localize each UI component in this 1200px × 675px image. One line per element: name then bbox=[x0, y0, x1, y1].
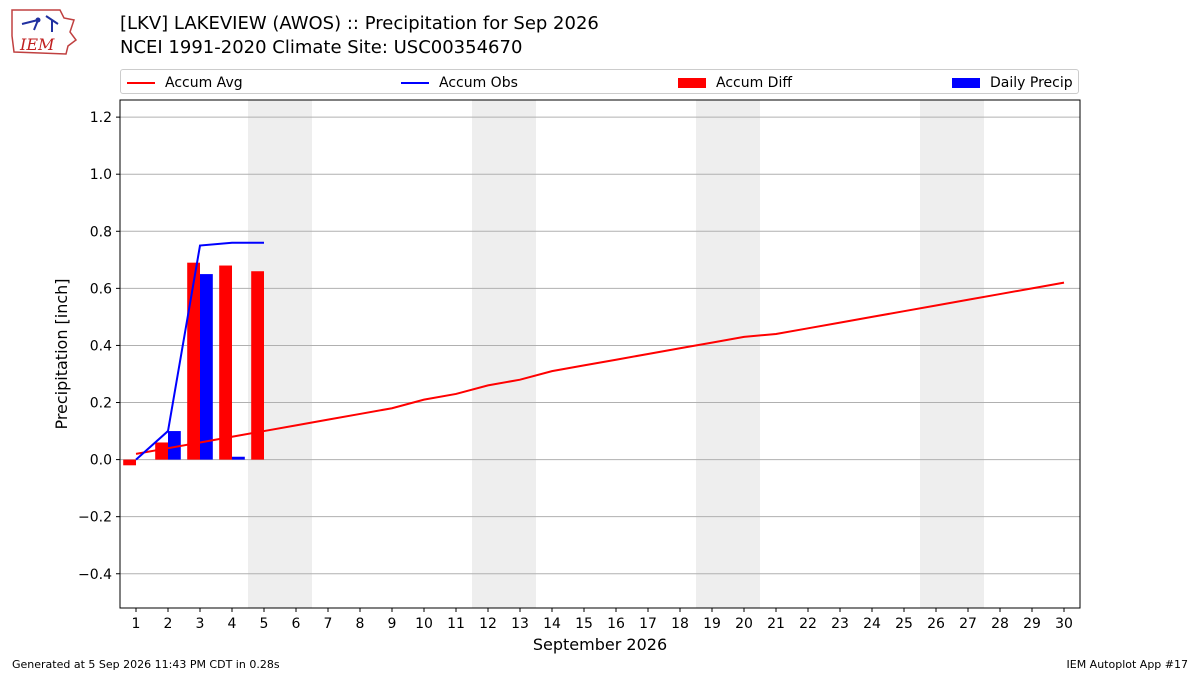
daily-precip-bar bbox=[200, 274, 213, 460]
x-tick-label: 23 bbox=[831, 616, 849, 632]
accum-obs-line bbox=[135, 241, 264, 461]
legend-label: Accum Avg bbox=[165, 74, 243, 91]
legend-accum-diff: Accum Diff bbox=[678, 70, 792, 95]
x-tick-label: 22 bbox=[799, 616, 817, 632]
x-tick-label: 15 bbox=[575, 616, 593, 632]
daily-precip-bar bbox=[232, 456, 245, 460]
x-tick-label: 2 bbox=[164, 616, 173, 632]
weekend-band bbox=[472, 100, 536, 608]
y-tick-label: 1.2 bbox=[90, 110, 112, 126]
accum-diff-bar bbox=[251, 271, 264, 460]
x-tick-label: 16 bbox=[607, 616, 625, 632]
x-tick-label: 25 bbox=[895, 616, 913, 632]
y-tick-label: 0.4 bbox=[90, 338, 112, 354]
chart-title: [LKV] LAKEVIEW (AWOS) :: Precipitation f… bbox=[120, 13, 599, 34]
legend-daily-precip: Daily Precip bbox=[952, 70, 1073, 95]
x-tick-label: 27 bbox=[959, 616, 977, 632]
iem-logo: IEM bbox=[11, 9, 78, 55]
y-tick-label: 0.8 bbox=[90, 224, 112, 240]
legend-label: Accum Diff bbox=[716, 74, 793, 91]
legend-accum-avg: Accum Avg bbox=[127, 70, 243, 95]
weekend-band bbox=[696, 100, 760, 608]
x-tick-label: 30 bbox=[1055, 616, 1073, 632]
x-tick-label: 21 bbox=[767, 616, 785, 632]
legend-label: Daily Precip bbox=[990, 74, 1073, 91]
x-tick-label: 9 bbox=[388, 616, 397, 632]
weekend-band bbox=[920, 100, 984, 608]
x-tick-label: 26 bbox=[927, 616, 945, 632]
y-tick-label: 0.2 bbox=[90, 396, 112, 412]
x-tick-label: 8 bbox=[356, 616, 365, 632]
y-axis-label: Precipitation [inch] bbox=[52, 278, 71, 429]
x-tick-label: 7 bbox=[324, 616, 333, 632]
accum-diff-bar bbox=[187, 262, 200, 460]
x-tick-label: 1 bbox=[132, 616, 141, 632]
x-tick-label: 4 bbox=[228, 616, 237, 632]
legend-accum-obs: Accum Obs bbox=[401, 70, 518, 95]
x-tick-label: 19 bbox=[703, 616, 721, 632]
y-tick-label: 0.6 bbox=[90, 281, 112, 297]
x-tick-label: 6 bbox=[292, 616, 301, 632]
legend-label: Accum Obs bbox=[439, 74, 518, 91]
x-tick-label: 11 bbox=[447, 616, 465, 632]
y-tick-label: −0.4 bbox=[78, 567, 112, 583]
legend-swatch-diff bbox=[678, 77, 706, 88]
iem-logo-text: IEM bbox=[19, 35, 55, 54]
accum-diff-bar bbox=[123, 459, 136, 466]
accum-avg-line bbox=[135, 281, 1065, 455]
x-tick-label: 20 bbox=[735, 616, 753, 632]
x-tick-label: 3 bbox=[196, 616, 205, 632]
generated-timestamp: Generated at 5 Sep 2026 11:43 PM CDT in … bbox=[12, 658, 280, 671]
chart-subtitle: NCEI 1991-2020 Climate Site: USC00354670 bbox=[120, 37, 523, 58]
accum-diff-bar bbox=[155, 442, 168, 460]
y-tick-label: 0.0 bbox=[90, 453, 112, 469]
x-axis-label: September 2026 bbox=[533, 635, 667, 654]
plot-frame bbox=[119, 99, 1081, 609]
legend: Accum Avg Accum Obs Accum Diff Daily Pre… bbox=[120, 69, 1079, 94]
legend-swatch-daily bbox=[952, 77, 980, 88]
x-tick-label: 14 bbox=[543, 616, 561, 632]
accum-diff-bar bbox=[219, 265, 232, 460]
x-tick-label: 13 bbox=[511, 616, 529, 632]
x-tick-label: 17 bbox=[639, 616, 657, 632]
x-tick-label: 10 bbox=[415, 616, 433, 632]
legend-swatch-avg bbox=[127, 81, 155, 84]
x-tick-label: 5 bbox=[260, 616, 269, 632]
y-tick-label: 1.0 bbox=[90, 167, 112, 183]
legend-swatch-obs bbox=[401, 81, 429, 84]
x-tick-label: 28 bbox=[991, 616, 1009, 632]
x-tick-label: 12 bbox=[479, 616, 497, 632]
x-tick-label: 18 bbox=[671, 616, 689, 632]
daily-precip-bar bbox=[168, 431, 181, 460]
x-tick-label: 24 bbox=[863, 616, 881, 632]
app-label: IEM Autoplot App #17 bbox=[1066, 658, 1189, 671]
x-tick-label: 29 bbox=[1023, 616, 1041, 632]
y-tick-label: −0.2 bbox=[78, 510, 112, 526]
